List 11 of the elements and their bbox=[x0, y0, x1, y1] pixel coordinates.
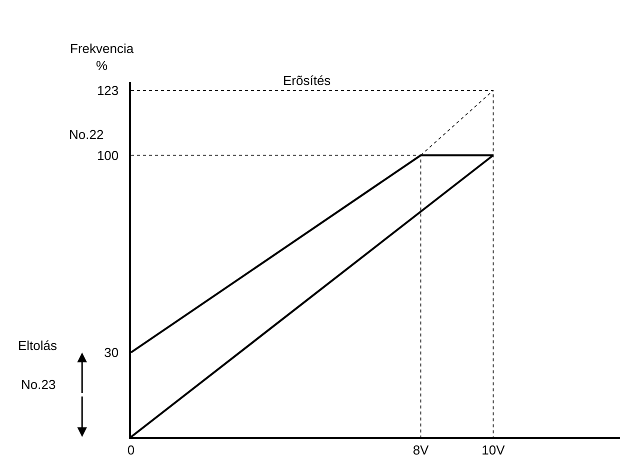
x-tick-label: 0 bbox=[127, 442, 135, 458]
text: Eltolás bbox=[18, 338, 58, 353]
y-tick-label: 30 bbox=[104, 345, 119, 360]
y-axis-title: Frekvencia % bbox=[70, 41, 134, 73]
text: No.22 bbox=[69, 127, 104, 142]
x-tick-label: 8V bbox=[412, 442, 430, 458]
x-tick-label: 10V bbox=[482, 442, 506, 458]
annotation: Erõsítés bbox=[283, 73, 332, 88]
text: No.23 bbox=[21, 377, 56, 392]
y-tick-label: 123 bbox=[96, 83, 119, 98]
y-tick-label: 100 bbox=[96, 148, 119, 163]
